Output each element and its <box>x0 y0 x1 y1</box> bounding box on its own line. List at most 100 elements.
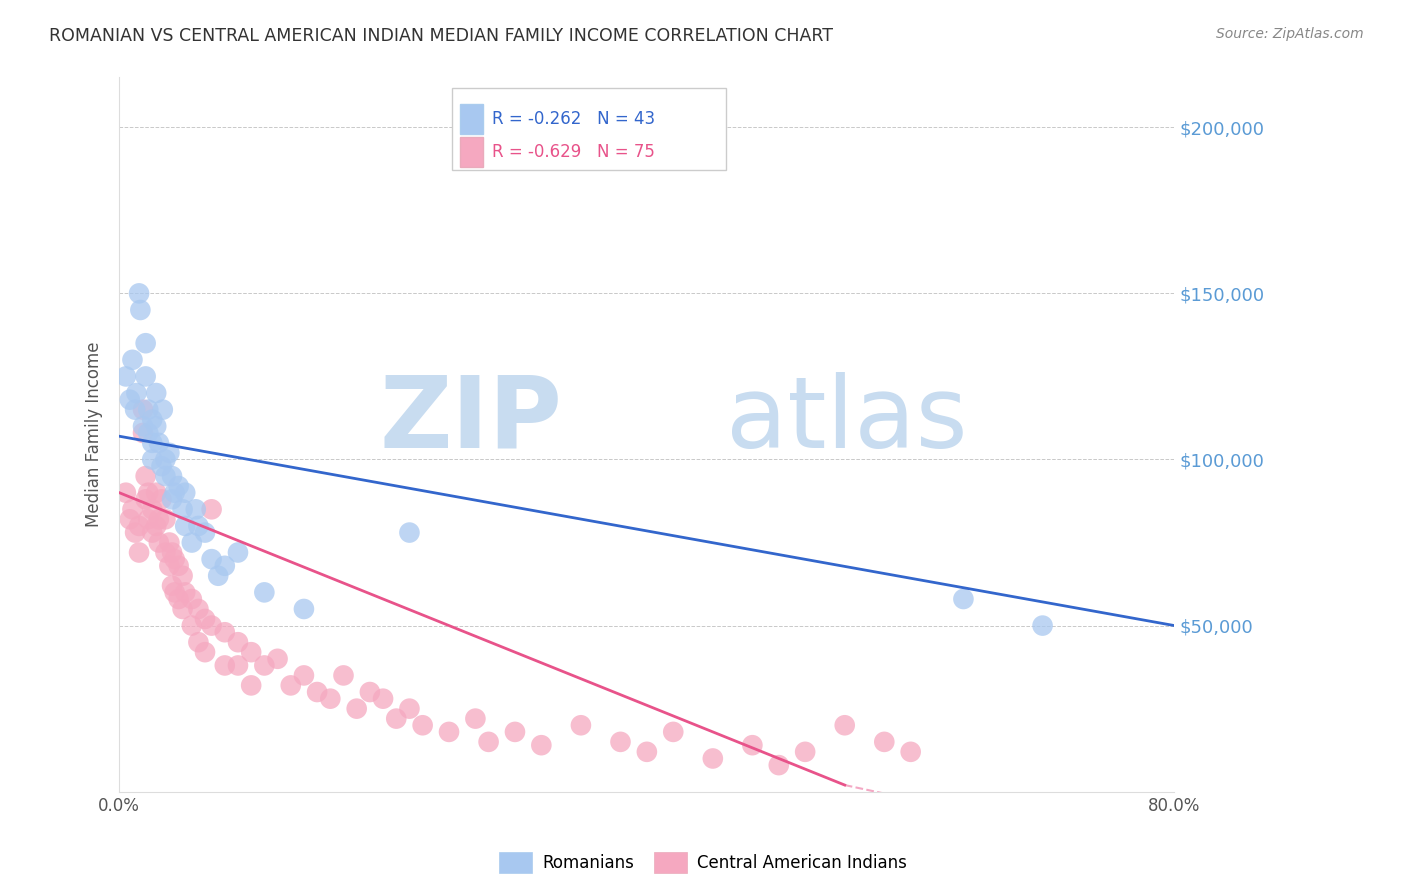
Point <box>132 402 155 417</box>
Point <box>124 525 146 540</box>
Legend: Romanians, Central American Indians: Romanians, Central American Indians <box>492 846 914 880</box>
Point <box>135 469 157 483</box>
Point <box>155 545 177 559</box>
Point <box>240 645 263 659</box>
Point <box>136 485 159 500</box>
Point <box>157 535 180 549</box>
Point <box>167 558 190 573</box>
FancyBboxPatch shape <box>460 137 484 167</box>
Point <box>398 525 420 540</box>
Point <box>636 745 658 759</box>
Point <box>240 678 263 692</box>
Point <box>1032 618 1054 632</box>
FancyBboxPatch shape <box>451 88 725 170</box>
Point <box>214 658 236 673</box>
Point <box>180 535 202 549</box>
Point <box>292 668 315 682</box>
Point <box>136 402 159 417</box>
Point <box>160 469 183 483</box>
Point <box>160 579 183 593</box>
Point <box>385 712 408 726</box>
Point <box>115 369 138 384</box>
Point <box>174 585 197 599</box>
Point <box>214 625 236 640</box>
Point <box>141 435 163 450</box>
Point <box>307 685 329 699</box>
Point <box>180 618 202 632</box>
Point <box>128 545 150 559</box>
Point <box>148 435 170 450</box>
Point <box>226 635 249 649</box>
Point <box>141 502 163 516</box>
Point <box>172 602 194 616</box>
Point <box>280 678 302 692</box>
Point <box>132 419 155 434</box>
Point <box>187 602 209 616</box>
Point <box>214 558 236 573</box>
Point <box>141 525 163 540</box>
Point <box>200 552 222 566</box>
Point <box>118 392 141 407</box>
Point <box>952 592 974 607</box>
Point <box>174 485 197 500</box>
Point <box>794 745 817 759</box>
Point <box>135 369 157 384</box>
Point <box>135 492 157 507</box>
Point <box>157 558 180 573</box>
Point <box>115 485 138 500</box>
Point <box>503 725 526 739</box>
Point <box>292 602 315 616</box>
Point <box>157 446 180 460</box>
Text: Source: ZipAtlas.com: Source: ZipAtlas.com <box>1216 27 1364 41</box>
Point <box>741 738 763 752</box>
Point <box>569 718 592 732</box>
Point <box>152 402 174 417</box>
Point <box>834 718 856 732</box>
Point <box>136 512 159 526</box>
Point <box>150 459 173 474</box>
Text: atlas: atlas <box>725 372 967 469</box>
Point <box>172 568 194 582</box>
Point <box>194 525 217 540</box>
Point <box>371 691 394 706</box>
Point <box>135 336 157 351</box>
Point <box>160 545 183 559</box>
Point <box>148 535 170 549</box>
Point <box>174 519 197 533</box>
Point <box>187 519 209 533</box>
Point <box>180 592 202 607</box>
Point <box>253 658 276 673</box>
Point <box>187 635 209 649</box>
Point <box>141 452 163 467</box>
Point <box>768 758 790 772</box>
Point <box>226 658 249 673</box>
Point <box>662 725 685 739</box>
Point <box>253 585 276 599</box>
FancyBboxPatch shape <box>460 104 484 135</box>
Point <box>412 718 434 732</box>
Point <box>121 502 143 516</box>
Point <box>145 386 167 401</box>
Point <box>145 419 167 434</box>
Point <box>200 502 222 516</box>
Point <box>464 712 486 726</box>
Point <box>132 425 155 440</box>
Point <box>155 452 177 467</box>
Point <box>128 519 150 533</box>
Point <box>167 592 190 607</box>
Point <box>702 751 724 765</box>
Point <box>530 738 553 752</box>
Point <box>118 512 141 526</box>
Text: R = -0.629   N = 75: R = -0.629 N = 75 <box>492 144 655 161</box>
Point <box>160 492 183 507</box>
Text: ZIP: ZIP <box>380 372 562 469</box>
Point <box>319 691 342 706</box>
Point <box>873 735 896 749</box>
Point <box>609 735 631 749</box>
Point <box>124 402 146 417</box>
Point <box>128 286 150 301</box>
Point <box>266 652 288 666</box>
Point <box>163 485 186 500</box>
Point <box>900 745 922 759</box>
Point <box>163 552 186 566</box>
